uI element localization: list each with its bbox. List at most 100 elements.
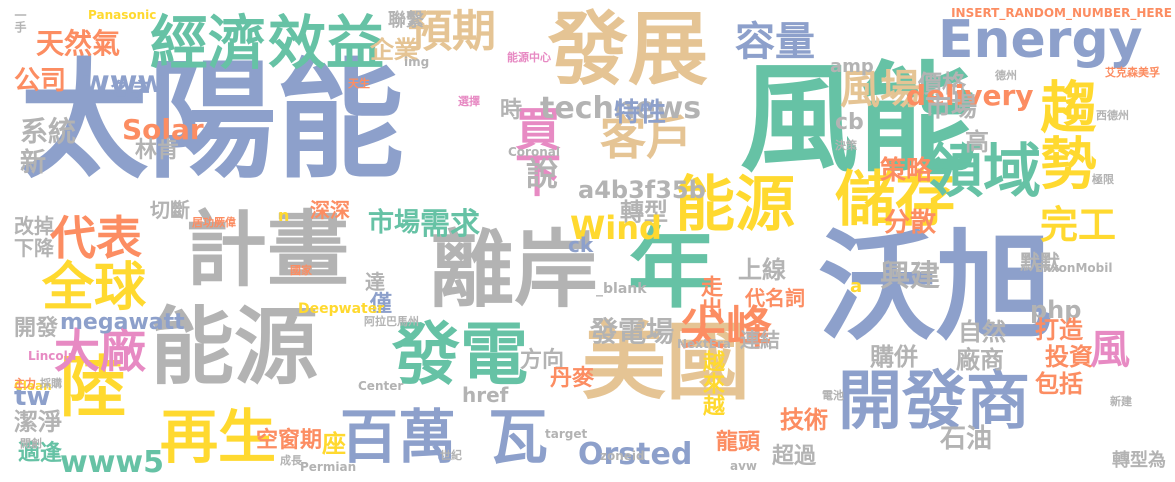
word-xingjian: 興建 bbox=[880, 259, 940, 294]
word-exxon: ExxonMobil bbox=[1035, 261, 1113, 275]
word-www5: www5 bbox=[60, 445, 165, 480]
word-yuqi: 預期 bbox=[408, 6, 496, 57]
word-jishu: 技術 bbox=[780, 406, 828, 434]
word-dianchi: 電池 bbox=[822, 389, 844, 402]
word-tw: tw bbox=[14, 382, 51, 412]
word-shenshen: 深深 bbox=[310, 198, 350, 222]
word-changshang: 廠商 bbox=[956, 346, 1004, 374]
word-alabo: 阿拉巴馬州 bbox=[364, 315, 419, 328]
word-zhuli: 主力 bbox=[14, 377, 36, 390]
word-qushi: 趨勢 bbox=[1031, 78, 1096, 190]
word-xin: 新 bbox=[20, 148, 47, 178]
word-insert: INSERT_RANDOM_NUMBER_HERE bbox=[951, 6, 1172, 20]
word-zouchu: 走出 bbox=[697, 275, 722, 319]
word-nengyuan2: 能源 bbox=[675, 170, 795, 240]
word-deepwater: Deepwater bbox=[298, 301, 385, 317]
word-shichang2: 市場 bbox=[368, 208, 421, 238]
word-guojia: 國家 bbox=[290, 264, 312, 277]
word-jihua: 計畫 bbox=[185, 203, 350, 298]
word-lu: 陸 bbox=[60, 349, 126, 426]
word-kehu: 客戶 bbox=[600, 111, 692, 165]
word-xitong: 系統 bbox=[20, 115, 77, 148]
word-orsted: Orsted bbox=[578, 437, 693, 472]
word-shiyou: 石油 bbox=[940, 424, 993, 454]
word-kaifashang: 開發商 bbox=[838, 365, 1030, 439]
word-a4b3f35b: a4b3f35b bbox=[578, 176, 706, 204]
word-amp: amp bbox=[830, 56, 874, 77]
word-jixian: 極限 bbox=[1092, 173, 1114, 186]
word-quanqiu: 全球 bbox=[42, 258, 147, 318]
word-chaoguo: 超過 bbox=[772, 444, 817, 469]
word-lianjie: 連結 bbox=[740, 328, 780, 352]
word-xuanze: 選擇 bbox=[458, 95, 480, 108]
word-lian: 離岸 bbox=[430, 221, 599, 319]
word-zhuanxingwei: 轉型為 bbox=[1112, 450, 1166, 471]
word-wa: 瓦 bbox=[488, 403, 548, 473]
word-danmai: 丹麥 bbox=[550, 366, 595, 391]
word-nian: 年 bbox=[628, 217, 717, 320]
word-img: img bbox=[404, 55, 430, 69]
word-jiejing: 潔淨 bbox=[14, 408, 62, 436]
word-nengyuanzhongxin: 能源中心 bbox=[507, 51, 551, 64]
word-qiye: 企業 bbox=[370, 36, 418, 64]
word-href: href bbox=[462, 383, 509, 407]
word-energy: Energy bbox=[938, 10, 1143, 70]
word-fengneng: 風能 bbox=[740, 50, 977, 188]
word-blank: _blank bbox=[596, 281, 647, 297]
word-xindezhou: 西德州 bbox=[1096, 109, 1129, 122]
word-shuo: 說 bbox=[526, 155, 559, 193]
word-celue: 策略 bbox=[880, 156, 933, 186]
word-solar: Solar bbox=[122, 113, 204, 146]
word-www: www bbox=[82, 65, 166, 100]
word-yijiu: 一手 bbox=[13, 9, 27, 33]
word-aike: 艾克森美孚 bbox=[1105, 66, 1160, 79]
word-cb: cb bbox=[835, 110, 864, 135]
word-gongsi: 公司 bbox=[14, 66, 67, 96]
word-dachang: 大廠 bbox=[54, 324, 146, 378]
word-wangong: 完工 bbox=[1040, 203, 1117, 247]
word-taiyangneng: 太陽能 bbox=[20, 47, 405, 196]
word-php: php bbox=[1030, 296, 1082, 324]
word-n: n bbox=[278, 206, 290, 225]
word-kaichuang: 開創 bbox=[20, 437, 42, 450]
word-fadianchang: 發電場 bbox=[590, 315, 675, 348]
word-wind: Wind bbox=[570, 209, 662, 247]
word-jianfeng: 尖峰 bbox=[680, 301, 772, 355]
word-lianxi: 聯繫 bbox=[388, 10, 424, 31]
word-shi: 時 bbox=[500, 98, 523, 123]
word-zoneid: zoneid bbox=[600, 449, 645, 463]
word-zaisheng: 再生 bbox=[160, 403, 277, 471]
word-daimingci: 代名詞 bbox=[745, 286, 805, 310]
word-shiying: 適逢 bbox=[18, 441, 63, 466]
word-jin: 僅 bbox=[370, 292, 393, 317]
word-coronal: Coronal bbox=[508, 145, 560, 159]
word-clean: Clean bbox=[14, 379, 52, 393]
word-yuelaiyue: 越來越 bbox=[699, 350, 724, 416]
word-chengzhang: 成長 bbox=[280, 454, 302, 467]
word-daibiao: 代表 bbox=[50, 211, 142, 265]
word-mingzi: 名字 bbox=[110, 78, 150, 102]
word-delivery: delivery bbox=[906, 79, 1034, 112]
word-tianranqi: 天然氣 bbox=[36, 27, 121, 60]
word-goubing: 購併 bbox=[870, 343, 918, 371]
word-feng: 風 bbox=[1090, 327, 1130, 373]
word-wosu: 沃旭 bbox=[818, 218, 1055, 356]
word-linken: 林肯 bbox=[135, 138, 180, 163]
word-jiage: 價格 bbox=[918, 70, 966, 98]
word-a: a bbox=[850, 276, 863, 297]
word-maixia: 買下 bbox=[508, 105, 562, 197]
word-fengchang: 風場 bbox=[840, 67, 920, 113]
word-baokuo: 包括 bbox=[1035, 370, 1083, 398]
word-longtou: 龍頭 bbox=[716, 430, 761, 455]
word-zhuanxing: 轉型 bbox=[620, 198, 668, 226]
word-gaidiao: 改掉 bbox=[14, 214, 54, 238]
word-avw: avw bbox=[730, 459, 758, 473]
word-lincoln: Lincoln bbox=[28, 349, 77, 363]
word-kaifa: 開發 bbox=[14, 316, 59, 341]
word-texing: 特性 bbox=[614, 98, 667, 128]
word-lingyu: 領域 bbox=[925, 137, 1042, 205]
word-tedalaong: 德州 bbox=[995, 69, 1017, 82]
word-touzi: 投資 bbox=[1045, 343, 1093, 371]
word-xuqiu: 需求 bbox=[420, 207, 480, 242]
